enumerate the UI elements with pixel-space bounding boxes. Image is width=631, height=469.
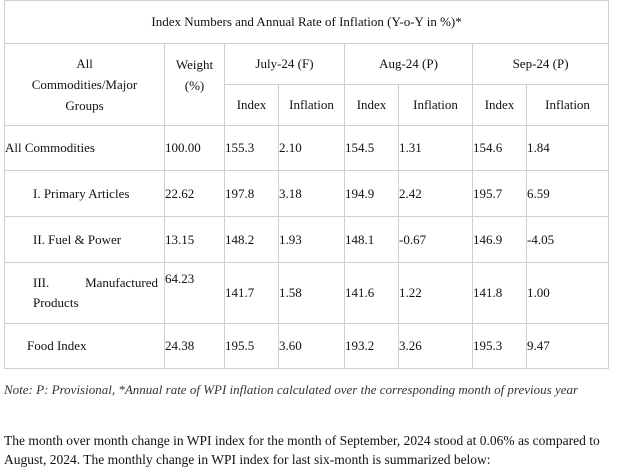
row-label: Food Index xyxy=(4,323,165,369)
index-cell: 195.7 xyxy=(472,170,527,217)
inflation-cell: 1.31 xyxy=(398,125,473,171)
table-row: Food Index 24.38 195.5 3.60 193.2 3.26 1… xyxy=(4,323,610,369)
header-index: Index xyxy=(224,84,279,126)
weight-cell: 22.62 xyxy=(164,170,225,217)
header-inflation: Inflation xyxy=(525,84,610,126)
index-cell: 146.9 xyxy=(472,216,527,263)
inflation-cell: 2.42 xyxy=(398,170,473,217)
row-label: All Commodities xyxy=(4,125,165,171)
row-label: III. Manufactured Products xyxy=(4,262,165,324)
inflation-cell: 3.60 xyxy=(278,323,345,369)
table-row: III. Manufactured Products 64.23 141.7 1… xyxy=(4,262,610,324)
inflation-cell: -4.05 xyxy=(525,216,610,263)
header-inflation: Inflation xyxy=(278,84,345,126)
header-groups: All Commodities/Major Groups xyxy=(4,43,165,126)
header-index: Index xyxy=(472,84,527,126)
wpi-table: Index Numbers and Annual Rate of Inflati… xyxy=(3,0,610,369)
table-row: All Commodities 100.00 155.3 2.10 154.5 … xyxy=(4,125,610,171)
header-row-periods: All Commodities/Major Groups Weight (%) … xyxy=(4,43,610,126)
weight-cell: 13.15 xyxy=(164,216,225,263)
header-index: Index xyxy=(344,84,399,126)
inflation-cell: 1.93 xyxy=(278,216,345,263)
weight-cell: 100.00 xyxy=(164,125,225,171)
index-cell: 194.9 xyxy=(344,170,399,217)
table-row: II. Fuel & Power 13.15 148.2 1.93 148.1 … xyxy=(4,216,610,263)
weight-cell: 64.23 xyxy=(164,262,225,324)
inflation-cell: 3.26 xyxy=(398,323,473,369)
header-weight: Weight (%) xyxy=(164,43,225,126)
header-period-jul: July-24 (F) xyxy=(224,43,345,85)
index-cell: 197.8 xyxy=(224,170,279,217)
index-cell: 148.2 xyxy=(224,216,279,263)
weight-cell: 24.38 xyxy=(164,323,225,369)
header-inflation: Inflation xyxy=(398,84,473,126)
inflation-cell: 3.18 xyxy=(278,170,345,217)
inflation-cell: -0.67 xyxy=(398,216,473,263)
inflation-cell: 1.58 xyxy=(278,262,345,324)
index-cell: 148.1 xyxy=(344,216,399,263)
index-cell: 141.8 xyxy=(472,262,527,324)
index-cell: 154.5 xyxy=(344,125,399,171)
inflation-cell: 1.84 xyxy=(525,125,610,171)
row-label: II. Fuel & Power xyxy=(4,216,165,263)
index-cell: 155.3 xyxy=(224,125,279,171)
table-row: I. Primary Articles 22.62 197.8 3.18 194… xyxy=(4,170,610,217)
index-cell: 141.7 xyxy=(224,262,279,324)
table-note: Note: P: Provisional, *Annual rate of WP… xyxy=(4,382,579,397)
index-cell: 154.6 xyxy=(472,125,527,171)
inflation-cell: 2.10 xyxy=(278,125,345,171)
index-cell: 141.6 xyxy=(344,262,399,324)
inflation-cell: 9.47 xyxy=(525,323,610,369)
table-title: Index Numbers and Annual Rate of Inflati… xyxy=(3,0,610,44)
header-period-sep: Sep-24 (P) xyxy=(471,43,610,85)
index-cell: 195.3 xyxy=(472,323,527,369)
body-paragraph: The month over month change in WPI index… xyxy=(4,433,600,467)
index-cell: 195.5 xyxy=(224,323,279,369)
inflation-cell: 1.00 xyxy=(525,262,610,324)
header-row-subcols: Index Inflation Index Inflation Index In… xyxy=(5,84,610,126)
inflation-cell: 1.22 xyxy=(398,262,473,324)
inflation-cell: 6.59 xyxy=(525,170,610,217)
header-period-aug: Aug-24 (P) xyxy=(344,43,473,85)
row-label: I. Primary Articles xyxy=(4,170,165,217)
index-cell: 193.2 xyxy=(344,323,399,369)
table-title-row: Index Numbers and Annual Rate of Inflati… xyxy=(3,0,610,44)
